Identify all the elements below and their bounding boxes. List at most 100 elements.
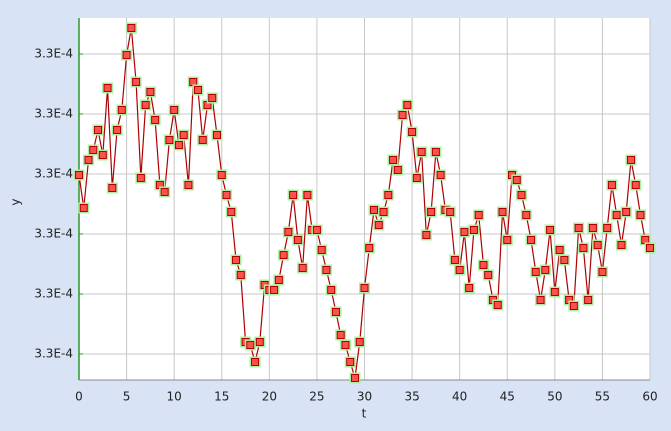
- marker: [174, 141, 183, 149]
- marker: [98, 151, 107, 159]
- marker: [151, 116, 160, 124]
- marker: [370, 206, 379, 214]
- y-tick-label: 3.3E-4: [34, 347, 73, 361]
- marker: [227, 208, 236, 216]
- marker: [603, 224, 612, 232]
- marker: [232, 256, 241, 264]
- x-tick-label: 60: [642, 390, 657, 404]
- marker: [212, 131, 221, 139]
- marker: [546, 226, 555, 234]
- y-tick-label: 3.3E-4: [34, 167, 73, 181]
- marker: [255, 338, 264, 346]
- x-tick-label: 35: [404, 390, 419, 404]
- marker: [636, 211, 645, 219]
- marker: [598, 268, 607, 276]
- x-tick-label: 20: [262, 390, 277, 404]
- marker: [389, 156, 398, 164]
- marker: [103, 84, 112, 92]
- marker: [217, 171, 226, 179]
- y-tick-label: 3.3E-4: [34, 287, 73, 301]
- marker: [127, 24, 136, 32]
- x-tick-label: 25: [309, 390, 324, 404]
- marker: [631, 181, 640, 189]
- marker: [160, 188, 169, 196]
- marker: [355, 338, 364, 346]
- marker: [446, 208, 455, 216]
- marker: [455, 266, 464, 274]
- marker: [236, 271, 245, 279]
- marker: [579, 244, 588, 252]
- marker: [569, 302, 578, 310]
- marker: [170, 106, 179, 114]
- marker: [341, 341, 350, 349]
- marker: [498, 208, 507, 216]
- marker: [270, 286, 279, 294]
- marker: [479, 261, 488, 269]
- marker: [208, 94, 217, 102]
- marker: [246, 341, 255, 349]
- marker: [617, 241, 626, 249]
- marker: [626, 156, 635, 164]
- marker: [198, 136, 207, 144]
- marker: [427, 208, 436, 216]
- marker: [584, 296, 593, 304]
- marker: [560, 256, 569, 264]
- marker: [436, 171, 445, 179]
- marker: [403, 101, 412, 109]
- marker: [327, 286, 336, 294]
- marker: [536, 296, 545, 304]
- x-tick-label: 50: [547, 390, 562, 404]
- marker: [336, 331, 345, 339]
- marker: [289, 191, 298, 199]
- marker: [222, 191, 231, 199]
- y-tick-label: 3.3E-4: [34, 227, 73, 241]
- marker: [193, 86, 202, 94]
- marker: [279, 251, 288, 259]
- marker: [622, 208, 631, 216]
- marker: [493, 301, 502, 309]
- marker: [574, 224, 583, 232]
- marker: [303, 191, 312, 199]
- marker: [422, 231, 431, 239]
- x-tick-label: 30: [357, 390, 372, 404]
- marker: [393, 166, 402, 174]
- marker: [527, 236, 536, 244]
- marker: [593, 241, 602, 249]
- marker: [317, 246, 326, 254]
- x-tick-label: 40: [452, 390, 467, 404]
- y-tick-label: 3.3E-4: [34, 47, 73, 61]
- marker: [284, 228, 293, 236]
- marker: [374, 221, 383, 229]
- marker: [141, 101, 150, 109]
- marker: [165, 136, 174, 144]
- marker: [293, 236, 302, 244]
- marker: [517, 191, 526, 199]
- marker: [251, 358, 260, 366]
- x-tick-label: 45: [500, 390, 515, 404]
- marker: [189, 78, 198, 86]
- x-tick-label: 55: [595, 390, 610, 404]
- marker: [117, 106, 126, 114]
- marker: [469, 226, 478, 234]
- marker: [312, 226, 321, 234]
- marker: [346, 358, 355, 366]
- marker: [379, 208, 388, 216]
- marker: [460, 228, 469, 236]
- marker: [607, 181, 616, 189]
- x-axis-title: t: [362, 407, 367, 421]
- x-tick-label: 5: [123, 390, 131, 404]
- marker: [94, 126, 103, 134]
- marker: [79, 204, 88, 212]
- marker: [365, 244, 374, 252]
- marker: [512, 176, 521, 184]
- marker: [417, 148, 426, 156]
- x-tick-label: 10: [167, 390, 182, 404]
- marker: [541, 266, 550, 274]
- marker: [331, 308, 340, 316]
- marker: [322, 266, 331, 274]
- marker: [588, 224, 597, 232]
- marker: [89, 146, 98, 154]
- marker: [465, 284, 474, 292]
- marker: [179, 131, 188, 139]
- marker: [641, 236, 650, 244]
